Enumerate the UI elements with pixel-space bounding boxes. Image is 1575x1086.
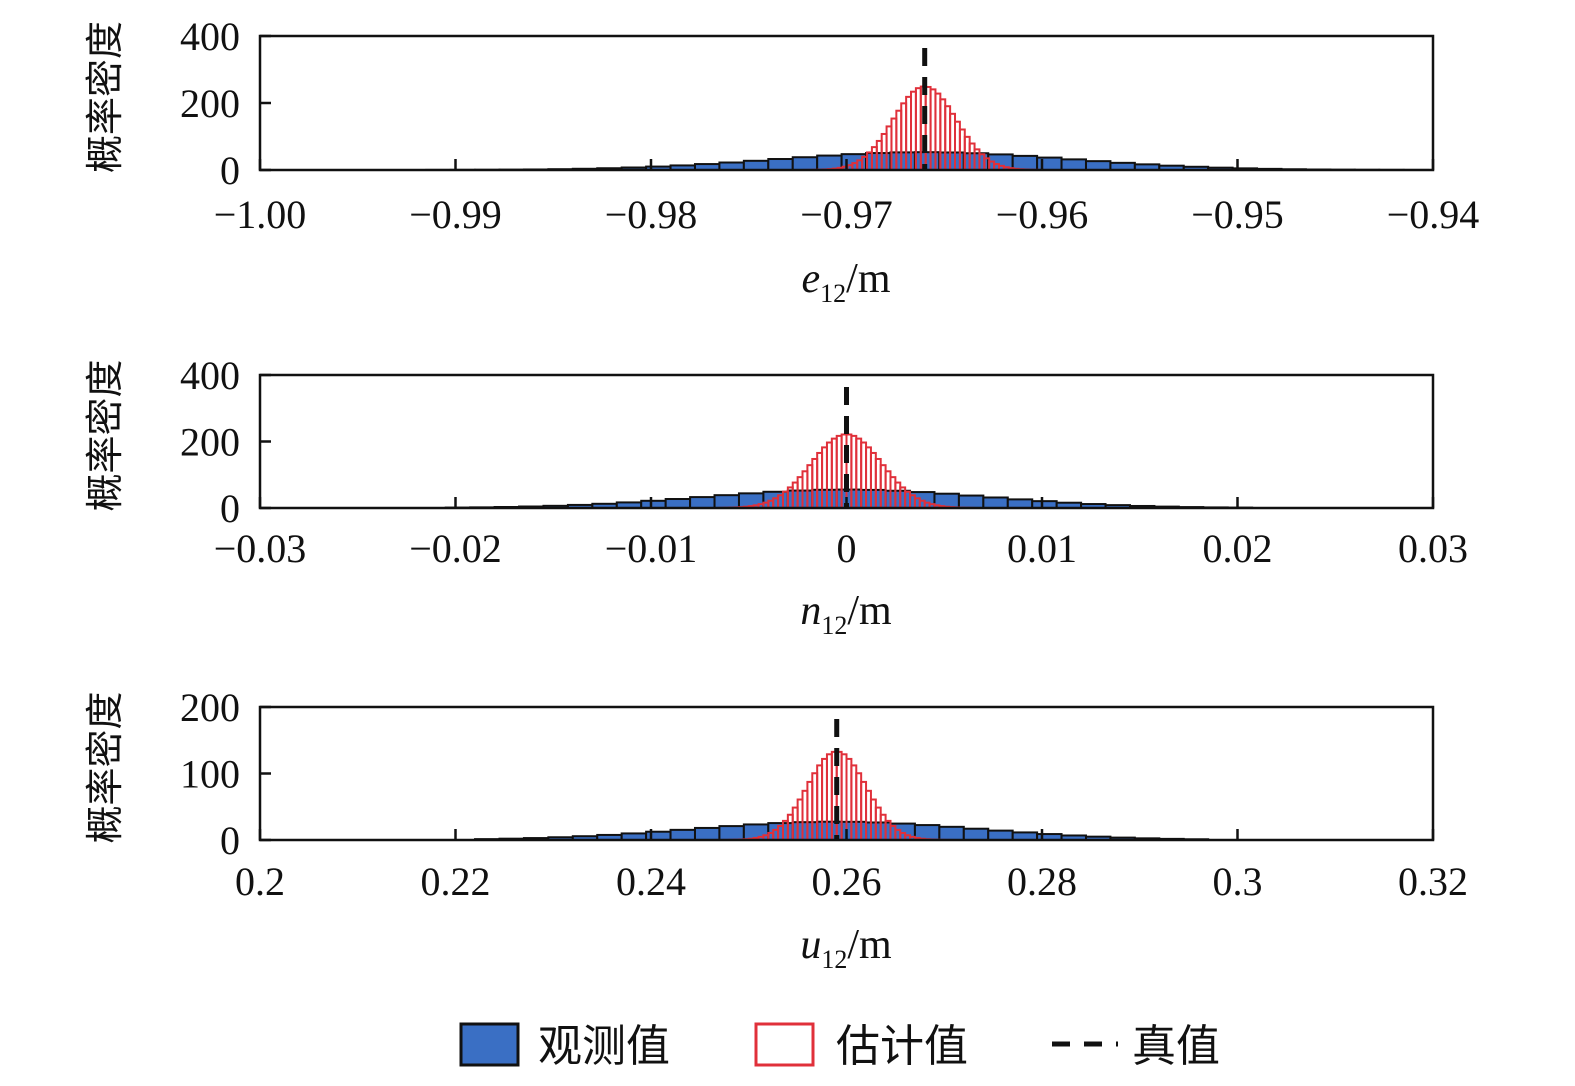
x-tick-label: 0.32 (1398, 859, 1468, 904)
x-tick-label: 0.03 (1398, 526, 1468, 571)
observed-bar (866, 822, 890, 840)
x-tick-label: −1.00 (214, 192, 307, 237)
x-tick-label: −0.94 (1387, 192, 1480, 237)
x-tick-label: −0.01 (605, 526, 698, 571)
x-tick-label: −0.99 (409, 192, 502, 237)
observed-bar (983, 497, 1007, 508)
x-tick-label: 0.26 (812, 859, 882, 904)
observed-bar (671, 830, 695, 840)
x-tick-label: 0.22 (421, 859, 491, 904)
observed-bar (715, 495, 739, 508)
observed-bar (988, 831, 1012, 840)
x-tick-label: −0.02 (409, 526, 502, 571)
observed-bar (1062, 159, 1086, 170)
observed-bar (1008, 499, 1032, 508)
x-tick-label: 0.24 (616, 859, 686, 904)
observed-bar (695, 828, 719, 840)
panel-e: −1.00 −0.99 −0.98 −0.97 −0.96 −0.95 −0.94 0 200 4… (83, 14, 1479, 308)
x-tick-label: 0.01 (1007, 526, 1077, 571)
observed-bar (763, 492, 787, 508)
legend-estimated-label: 估计值 (836, 1021, 968, 1072)
panel-n: −0.03 −0.02 −0.01 0 0.01 0.02 0.03 0 200 400 概率密度 n… (83, 353, 1468, 640)
x-axis-label: u12/m (800, 922, 892, 974)
observed-bar (939, 827, 963, 840)
observed-bar (793, 157, 817, 170)
y-tick-label: 400 (180, 14, 240, 59)
legend-estimated-swatch (756, 1024, 813, 1065)
x-axis-label: e12/m (802, 256, 891, 308)
x-tick-label: −0.98 (605, 192, 698, 237)
observed-bar (812, 490, 836, 508)
observed-bar (768, 159, 792, 170)
observed-bar (793, 822, 817, 840)
y-tick-label: 400 (180, 353, 240, 398)
observed-bar (666, 499, 690, 508)
x-tick-label: −0.03 (214, 526, 307, 571)
y-tick-label: 100 (180, 752, 240, 797)
legend-truth-label: 真值 (1132, 1021, 1220, 1072)
y-axis-label: 概率密度 (83, 691, 127, 843)
x-tick-label: 0 (837, 526, 857, 571)
observed-bar (964, 829, 988, 840)
observed-bar (744, 161, 768, 170)
observed-bar (861, 490, 885, 508)
panel-u: 0.2 0.22 0.24 0.26 0.28 0.3 0.32 0 100 200 概率密度 u12… (83, 685, 1468, 974)
y-tick-label: 200 (180, 81, 240, 126)
x-tick-label: −0.95 (1191, 192, 1284, 237)
plot-frame (260, 36, 1433, 170)
observed-bar (959, 496, 983, 508)
observed-bar (788, 491, 812, 508)
x-tick-label: 0.02 (1203, 526, 1273, 571)
y-tick-label: 0 (220, 148, 240, 193)
legend-observed-swatch (461, 1024, 518, 1065)
y-tick-label: 0 (220, 818, 240, 863)
observed-bar (1086, 161, 1110, 170)
x-tick-label: 0.3 (1213, 859, 1263, 904)
x-axis-label: n12/m (800, 588, 892, 640)
y-tick-label: 200 (180, 685, 240, 730)
y-tick-label: 0 (220, 486, 240, 531)
x-tick-label: −0.97 (800, 192, 893, 237)
x-tick-label: −0.96 (996, 192, 1089, 237)
legend-observed-label: 观测值 (538, 1021, 670, 1072)
legend: 观测值 估计值 真值 (461, 1021, 1220, 1072)
observed-bar (719, 826, 743, 840)
observed-bar (690, 497, 714, 508)
x-tick-label: 0.2 (235, 859, 285, 904)
y-axis-label: 概率密度 (83, 21, 127, 173)
x-tick-label: 0.28 (1007, 859, 1077, 904)
y-tick-label: 200 (180, 420, 240, 465)
y-axis-label: 概率密度 (83, 359, 127, 511)
observed-bar (886, 491, 910, 508)
